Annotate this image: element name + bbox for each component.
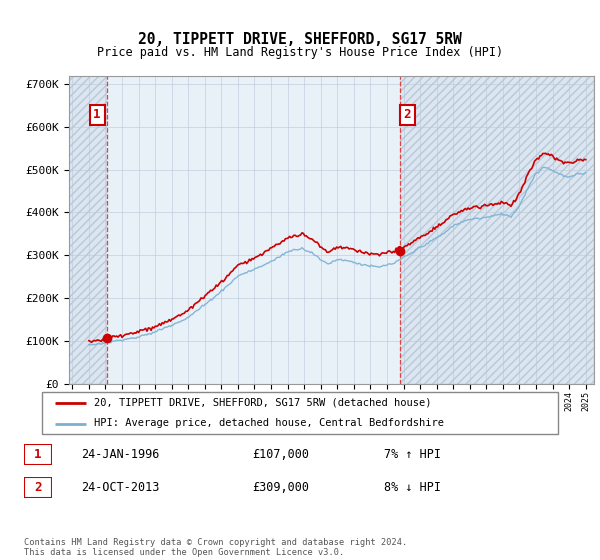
Text: 2: 2 <box>34 481 41 494</box>
Text: 1: 1 <box>34 447 41 461</box>
Bar <box>69 76 107 384</box>
FancyBboxPatch shape <box>42 392 558 434</box>
Text: HPI: Average price, detached house, Central Bedfordshire: HPI: Average price, detached house, Cent… <box>94 418 443 428</box>
Bar <box>107 76 400 384</box>
Text: 8% ↓ HPI: 8% ↓ HPI <box>384 481 441 494</box>
Text: £309,000: £309,000 <box>252 481 309 494</box>
Text: 2: 2 <box>404 109 411 122</box>
Text: 20, TIPPETT DRIVE, SHEFFORD, SG17 5RW: 20, TIPPETT DRIVE, SHEFFORD, SG17 5RW <box>138 32 462 46</box>
Text: 24-JAN-1996: 24-JAN-1996 <box>81 447 160 461</box>
Text: 20, TIPPETT DRIVE, SHEFFORD, SG17 5RW (detached house): 20, TIPPETT DRIVE, SHEFFORD, SG17 5RW (d… <box>94 398 431 408</box>
Text: 24-OCT-2013: 24-OCT-2013 <box>81 481 160 494</box>
FancyBboxPatch shape <box>24 444 52 465</box>
FancyBboxPatch shape <box>24 477 52 498</box>
Text: 7% ↑ HPI: 7% ↑ HPI <box>384 447 441 461</box>
Text: 1: 1 <box>94 109 101 122</box>
Text: Contains HM Land Registry data © Crown copyright and database right 2024.
This d: Contains HM Land Registry data © Crown c… <box>24 538 407 557</box>
Text: Price paid vs. HM Land Registry's House Price Index (HPI): Price paid vs. HM Land Registry's House … <box>97 45 503 59</box>
Bar <box>400 76 594 384</box>
Text: £107,000: £107,000 <box>252 447 309 461</box>
